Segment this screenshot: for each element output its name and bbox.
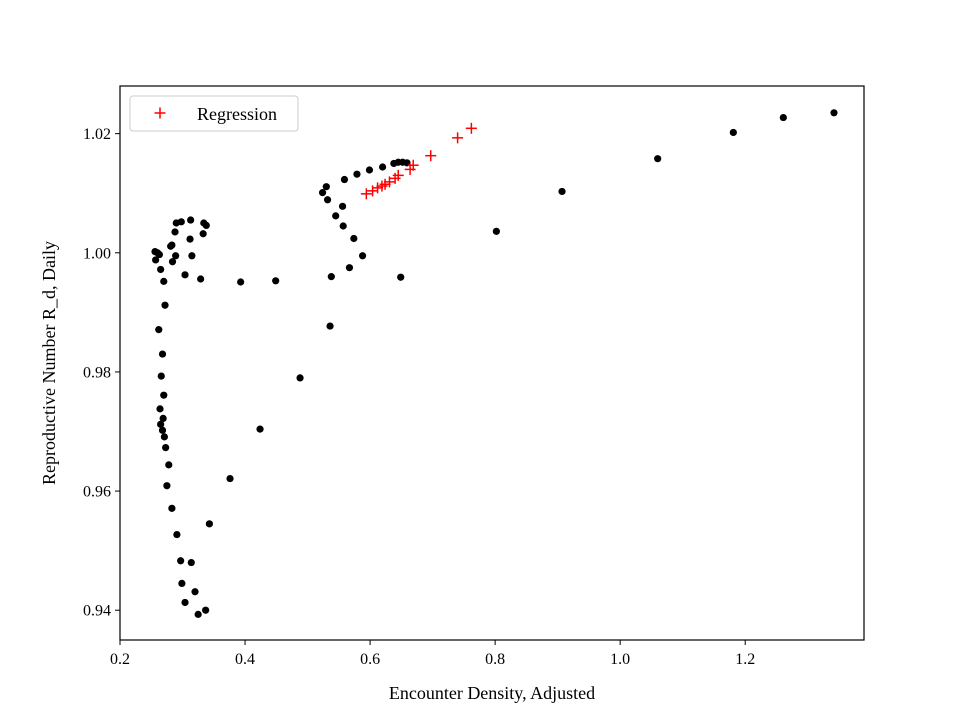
data-point	[339, 222, 347, 230]
data-point	[171, 228, 179, 236]
x-tick-label: 0.8	[485, 651, 505, 668]
legend-box	[129, 95, 299, 132]
data-point	[181, 271, 189, 279]
data-point	[779, 113, 787, 122]
regression-point	[392, 169, 404, 181]
data-point	[350, 234, 358, 243]
data-point	[187, 558, 195, 567]
legend-label-regression: Regression	[197, 104, 277, 124]
x-tick-label: 0.6	[360, 651, 380, 668]
data-point	[378, 163, 387, 171]
data-point	[168, 258, 177, 266]
data-point	[326, 322, 334, 330]
x-tick-label: 0.4	[235, 651, 255, 668]
data-point	[323, 196, 332, 204]
data-point	[345, 264, 354, 272]
data-point	[358, 252, 367, 260]
data-point	[158, 426, 167, 434]
regression-point	[465, 122, 477, 134]
data-point	[178, 579, 186, 588]
y-tick-label: 0.96	[83, 484, 111, 501]
x-tick-label: 1.0	[610, 651, 630, 668]
data-point	[187, 216, 195, 224]
data-marks	[151, 109, 838, 618]
y-tick-label: 1.02	[83, 126, 111, 143]
data-point	[365, 166, 374, 174]
regression-point	[360, 188, 372, 200]
data-point	[492, 227, 500, 235]
data-point	[188, 252, 196, 260]
data-point	[327, 273, 335, 281]
data-point	[191, 588, 199, 596]
data-point	[181, 598, 189, 607]
data-point	[160, 277, 168, 285]
data-point	[199, 230, 207, 238]
data-point	[272, 277, 280, 285]
data-point	[296, 374, 304, 382]
data-point	[256, 425, 264, 433]
series-regression	[360, 122, 477, 200]
data-point	[654, 155, 662, 163]
data-point	[558, 187, 566, 196]
data-point	[340, 175, 349, 184]
series-observed	[151, 109, 838, 618]
regression-point	[407, 159, 419, 171]
x-tick-label: 0.2	[110, 651, 130, 668]
data-point	[353, 170, 361, 178]
regression-point	[383, 176, 395, 188]
data-point	[830, 109, 838, 117]
data-point	[172, 252, 180, 260]
data-point	[159, 414, 167, 422]
x-axis-ticks: 0.2 0.4 0.6 0.8 1.0 1.2	[110, 640, 755, 668]
data-point	[155, 326, 163, 334]
data-point	[397, 273, 405, 281]
x-tick-label: 1.2	[735, 651, 755, 668]
data-point	[173, 530, 181, 539]
data-point	[160, 391, 168, 399]
data-point	[177, 557, 185, 565]
data-point	[165, 461, 173, 469]
data-point	[157, 265, 165, 274]
y-axis-label: Reproductive Number R_d, Daily	[39, 241, 59, 485]
data-point	[318, 189, 327, 197]
data-point	[161, 301, 169, 309]
legend-marker-regression	[154, 107, 166, 119]
data-point	[156, 405, 164, 413]
data-point	[157, 420, 165, 428]
data-point	[202, 221, 210, 229]
x-axis-label: Encounter Density, Adjusted	[389, 683, 595, 703]
data-point	[158, 350, 167, 358]
data-point	[177, 218, 185, 226]
data-point	[160, 433, 168, 441]
data-point	[226, 474, 234, 483]
y-tick-label: 0.98	[83, 364, 111, 381]
data-point	[322, 183, 330, 191]
regression-point	[452, 132, 464, 144]
data-point	[729, 128, 737, 137]
data-point	[162, 443, 170, 452]
data-point	[186, 235, 194, 243]
legend: Regression	[129, 95, 299, 132]
plot-frame	[119, 85, 865, 641]
data-point	[168, 504, 176, 512]
y-tick-label: 0.94	[83, 603, 111, 620]
data-point	[168, 241, 176, 249]
data-point	[237, 278, 245, 286]
data-point	[332, 212, 340, 220]
legend-plus-icon	[154, 107, 166, 119]
data-point	[194, 610, 202, 618]
regression-point	[425, 150, 437, 162]
data-point	[197, 275, 205, 283]
data-point	[152, 256, 160, 264]
data-point	[157, 372, 165, 380]
y-tick-label: 1.00	[83, 245, 111, 262]
data-point	[151, 248, 159, 256]
data-point	[163, 482, 171, 490]
y-axis-ticks: 0.94 0.96 0.98 1.00 1.02	[83, 126, 120, 620]
data-point	[338, 202, 347, 210]
data-point	[202, 606, 210, 614]
data-point	[205, 520, 214, 528]
